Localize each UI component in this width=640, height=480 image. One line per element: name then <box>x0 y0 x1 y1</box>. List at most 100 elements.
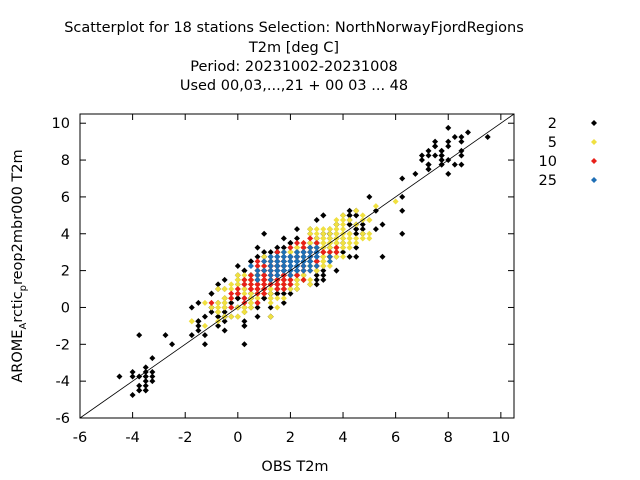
data-point <box>353 244 360 251</box>
data-point <box>261 230 268 237</box>
data-point <box>274 258 281 265</box>
data-point <box>313 267 320 274</box>
legend-entry-2: 2 <box>548 116 597 132</box>
data-point <box>280 235 287 242</box>
data-point <box>261 267 268 274</box>
data-point <box>326 263 333 269</box>
data-point <box>241 304 248 311</box>
data-point <box>346 244 353 251</box>
x-tick-label: -2 <box>178 430 192 446</box>
data-point <box>201 322 208 329</box>
data-point <box>445 124 452 131</box>
identity-line <box>79 113 515 419</box>
data-point <box>247 272 254 279</box>
data-point <box>241 267 248 274</box>
data-point <box>261 258 268 265</box>
data-point <box>208 290 215 297</box>
data-point <box>451 134 458 141</box>
data-point <box>267 267 274 274</box>
data-point <box>399 175 406 182</box>
x-tick-label: -4 <box>125 430 139 446</box>
data-point <box>313 258 320 265</box>
data-point <box>333 230 340 237</box>
data-point <box>188 318 195 325</box>
data-point <box>201 332 208 339</box>
data-point <box>215 281 222 288</box>
legend-label: 25 <box>539 173 557 189</box>
legend-entry-10: 10 <box>539 154 597 170</box>
data-point <box>234 290 241 297</box>
y-tick-label: 8 <box>61 153 70 169</box>
data-point <box>254 286 261 293</box>
data-point <box>287 258 294 265</box>
data-point <box>359 230 366 237</box>
data-point <box>313 276 320 283</box>
data-point <box>261 263 268 269</box>
data-point <box>280 263 287 269</box>
data-point <box>307 276 314 283</box>
data-point <box>195 322 202 329</box>
plot-border <box>79 113 515 419</box>
data-point <box>221 299 228 306</box>
data-point <box>346 216 353 223</box>
data-point <box>432 143 439 150</box>
data-point <box>162 332 169 339</box>
data-point <box>326 230 333 237</box>
data-point <box>221 295 228 302</box>
data-point <box>274 281 281 288</box>
data-point <box>136 382 143 389</box>
data-point <box>188 304 195 311</box>
data-point <box>254 258 261 265</box>
title-line-4: Used 00,03,...,21 + 00 03 ... 48 <box>180 78 408 94</box>
y-label-main: AROME <box>10 330 26 383</box>
data-point <box>353 212 360 219</box>
data-point <box>359 212 366 219</box>
data-point <box>201 299 208 306</box>
data-point <box>287 244 294 251</box>
data-point <box>208 304 215 311</box>
data-point <box>313 263 320 269</box>
y-tick-label: 6 <box>61 190 70 206</box>
data-point <box>280 244 287 251</box>
data-point <box>353 230 360 237</box>
data-point <box>333 267 340 274</box>
data-point <box>320 253 327 260</box>
data-point <box>241 290 248 297</box>
data-point <box>254 313 261 320</box>
data-point <box>307 249 314 256</box>
x-axis-ticks: -6 -4 -2 0 2 4 6 8 10 <box>73 114 510 446</box>
data-point <box>346 230 353 237</box>
data-point <box>261 290 268 297</box>
data-point <box>458 138 465 145</box>
x-tick-label: 0 <box>233 430 242 446</box>
data-point <box>142 373 149 380</box>
data-point <box>326 253 333 260</box>
x-tick-label: 6 <box>391 430 400 446</box>
data-point <box>241 341 248 348</box>
data-point <box>445 170 452 177</box>
data-point <box>215 309 222 316</box>
data-point <box>313 253 320 260</box>
data-point <box>326 258 333 265</box>
data-point <box>129 391 136 398</box>
y-axis-ticks: -6 -4 -2 0 2 4 6 8 10 <box>52 116 514 427</box>
series-5 <box>188 198 399 329</box>
data-point <box>267 290 274 297</box>
data-point <box>340 226 347 233</box>
data-point <box>313 226 320 233</box>
data-point <box>313 230 320 237</box>
data-point <box>241 272 248 279</box>
data-point <box>313 239 320 246</box>
data-point <box>261 276 268 283</box>
data-point <box>234 286 241 293</box>
data-point <box>267 258 274 265</box>
data-point <box>320 230 327 237</box>
data-point <box>280 253 287 260</box>
data-point <box>221 286 228 293</box>
data-point <box>228 313 235 320</box>
data-point <box>129 373 136 380</box>
data-point <box>300 276 307 283</box>
data-point <box>247 286 254 293</box>
